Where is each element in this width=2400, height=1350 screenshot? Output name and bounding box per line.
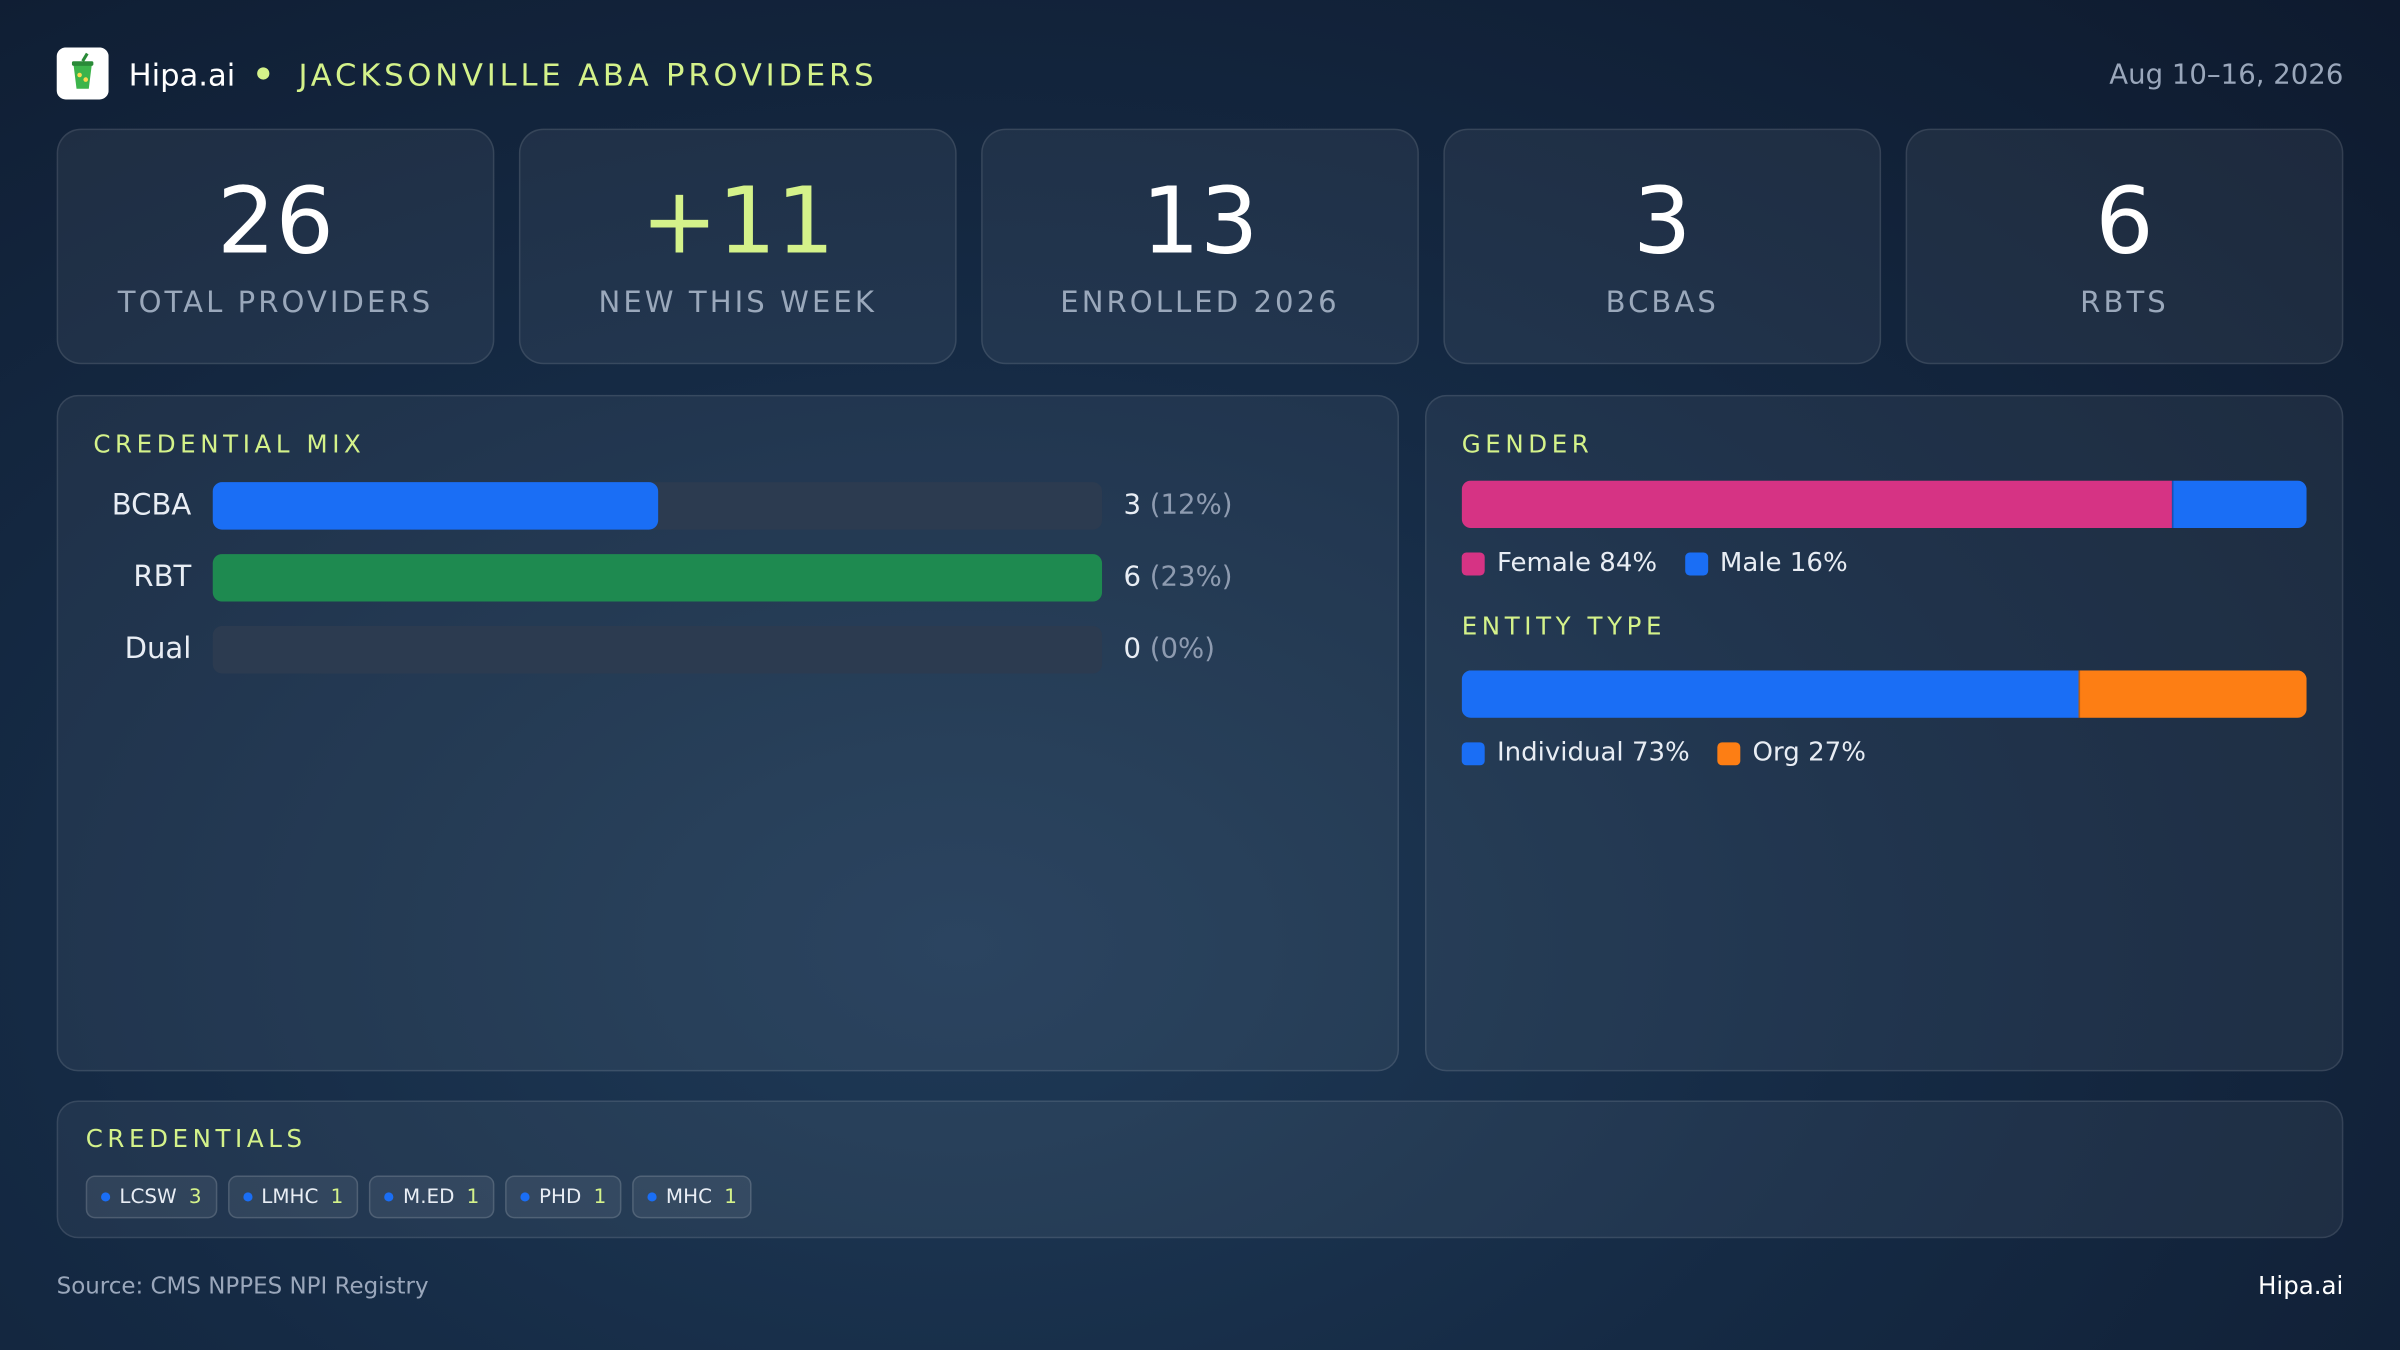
chip-count: 3 <box>188 1185 202 1209</box>
section-title: GENDER <box>1461 429 1594 459</box>
bar-label: RBT <box>133 560 192 594</box>
legend-value: 27% <box>1808 737 1866 769</box>
kpi-label: NEW THIS WEEK <box>598 286 877 320</box>
chip: PHD 1 <box>505 1175 622 1219</box>
source: Source: CMS NPPES NPI Registry <box>56 1271 429 1300</box>
segment <box>1461 670 2079 718</box>
legend-swatch <box>1684 551 1708 575</box>
legend-value: 16% <box>1789 547 1848 579</box>
kpi-value: +11 <box>640 168 835 276</box>
logo <box>56 47 109 100</box>
chip: MHC 1 <box>632 1175 753 1219</box>
kpi-card <box>1443 128 1882 365</box>
kpi-value: 26 <box>217 168 334 276</box>
value: 6 <box>1123 560 1141 594</box>
bar <box>212 553 1103 601</box>
kpi-value: 3 <box>1633 168 1692 276</box>
legend-swatch <box>1717 741 1741 765</box>
chip: LMHC 1 <box>227 1175 359 1219</box>
legend: Female 84% Male 16% <box>1461 548 1848 579</box>
legend-text: Org 27% <box>1753 738 1866 769</box>
legend-item: Female 84% <box>1461 548 1657 579</box>
kpi-card <box>981 128 1419 365</box>
kpi-card <box>518 128 957 365</box>
legend-value: 84% <box>1599 547 1658 579</box>
legend-item: Org 27% <box>1717 738 1866 769</box>
bar-value: 6 (23%) <box>1123 561 1232 593</box>
chip-count: 1 <box>724 1185 737 1209</box>
legend-text: Individual 73% <box>1497 738 1690 769</box>
chip-dot <box>101 1192 111 1202</box>
chip-name: M.ED <box>403 1185 455 1209</box>
chip-count: 1 <box>593 1185 607 1209</box>
chip: LCSW 3 <box>85 1175 217 1219</box>
legend-value: 73% <box>1631 737 1690 769</box>
section-title: ENTITY TYPE <box>1461 611 1667 641</box>
kpi-label: ENROLLED 2026 <box>1060 286 1340 320</box>
section-title: CREDENTIALS <box>85 1124 307 1154</box>
legend: Individual 73% Org 27% <box>1461 738 1866 769</box>
value: 3 <box>1123 489 1141 522</box>
share: (0%) <box>1149 632 1215 666</box>
legend-name: Female <box>1496 547 1592 579</box>
date-range: Aug 10–16, 2026 <box>2109 58 2344 92</box>
bar-label: Dual <box>124 632 192 666</box>
legend-name: Male <box>1719 547 1782 579</box>
value: 0 <box>1123 632 1141 666</box>
kpi-card <box>56 128 495 365</box>
chip-dot <box>520 1192 530 1202</box>
segment <box>2171 480 2307 529</box>
chip-count: 1 <box>330 1185 344 1209</box>
chip: M.ED 1 <box>369 1175 495 1219</box>
legend-name: Individual <box>1496 737 1624 769</box>
kpi-label: BCBAS <box>1605 286 1719 320</box>
kpi-label: RBTS <box>2080 286 2169 320</box>
footer-brand: Hipa.ai <box>2257 1271 2344 1301</box>
legend-text: Female 84% <box>1497 548 1657 579</box>
bar <box>212 481 658 529</box>
chip-name: LCSW <box>119 1185 177 1209</box>
segment <box>2078 670 2307 718</box>
brand: Hipa.ai <box>128 56 236 94</box>
kpi-label: TOTAL PROVIDERS <box>117 286 434 320</box>
kpi-value: 13 <box>1141 168 1259 276</box>
bar-value: 0 (0%) <box>1123 633 1215 665</box>
legend-item: Male 16% <box>1684 548 1848 579</box>
chip-name: LMHC <box>261 1185 319 1209</box>
legend-swatch <box>1461 551 1485 575</box>
chip-dot <box>242 1192 253 1202</box>
legend-text: Male 16% <box>1720 548 1848 579</box>
share: (12%) <box>1149 489 1233 522</box>
chip-count: 1 <box>466 1185 480 1209</box>
kpi-value: 6 <box>2095 168 2154 276</box>
kpi-card <box>1905 128 2344 365</box>
bullet <box>257 67 270 80</box>
chip-dot <box>384 1192 394 1202</box>
segment <box>1461 480 2172 529</box>
stacked-bar <box>1461 670 2307 718</box>
legend-swatch <box>1461 741 1485 765</box>
section-title: CREDENTIAL MIX <box>93 429 366 459</box>
legend-item: Individual 73% <box>1461 738 1690 769</box>
bar-value: 3 (12%) <box>1123 489 1232 521</box>
bar-track <box>212 625 1103 673</box>
share: (23%) <box>1149 560 1233 594</box>
stacked-bar <box>1461 480 2307 529</box>
chip-name: PHD <box>539 1185 582 1209</box>
credentials-panel <box>56 1100 2344 1239</box>
legend-name: Org <box>1752 737 1800 769</box>
chip-name: MHC <box>665 1185 712 1209</box>
page-title: JACKSONVILLE ABA PROVIDERS <box>298 56 878 94</box>
credential-chips: LCSW 3 LMHC 1 M.ED 1 PHD 1 MHC 1 <box>85 1175 753 1219</box>
bar-label: BCBA <box>111 488 192 522</box>
chip-dot <box>647 1192 657 1202</box>
